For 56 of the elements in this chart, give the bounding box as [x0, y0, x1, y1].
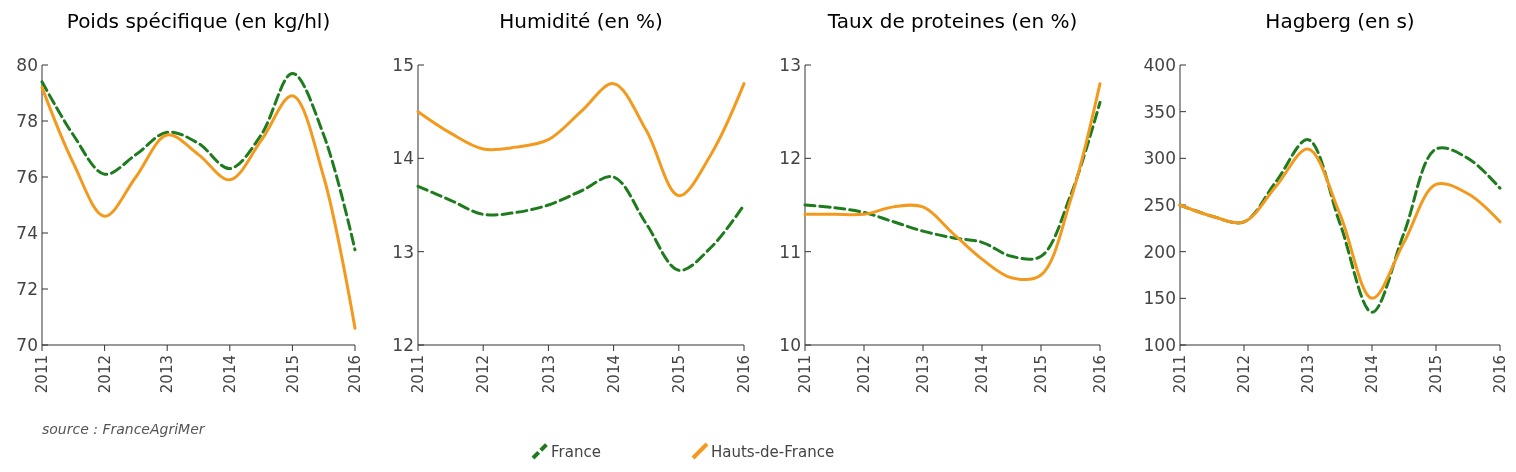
- y-tick-label: 100: [1143, 334, 1176, 355]
- chart-title: Poids spécifique (en kg/hl): [66, 9, 331, 33]
- line-series: [416, 82, 746, 198]
- line-series: [40, 85, 357, 330]
- legend-label: Hauts-de-France: [711, 443, 835, 462]
- line-series: [416, 175, 746, 272]
- y-tick-label: 350: [1143, 101, 1176, 122]
- x-tick-label: 2014: [604, 355, 623, 394]
- x-tick-label: 2012: [855, 355, 874, 394]
- x-tick-label: 2011: [796, 355, 815, 394]
- source-note: source : FranceAgriMer: [42, 421, 206, 437]
- x-tick-label: 2013: [158, 355, 177, 394]
- y-tick-label: 74: [16, 222, 38, 243]
- x-tick-label: 2012: [95, 355, 114, 394]
- y-tick-label: 10: [779, 334, 801, 355]
- x-tick-label: 2016: [1491, 355, 1510, 394]
- y-tick-label: 70: [16, 334, 38, 355]
- y-tick-label: 250: [1143, 194, 1176, 215]
- y-tick-label: 12: [392, 334, 414, 355]
- y-tick-label: 78: [16, 110, 38, 131]
- x-tick-label: 2011: [409, 355, 428, 394]
- y-tick-label: 13: [392, 241, 414, 262]
- x-tick-label: 2016: [1091, 355, 1110, 394]
- x-tick-label: 2013: [1299, 355, 1318, 394]
- y-tick-label: 15: [392, 54, 414, 75]
- line-series: [40, 71, 357, 252]
- y-tick-label: 80: [16, 54, 38, 75]
- x-tick-label: 2011: [1171, 355, 1190, 394]
- x-tick-label: 2012: [474, 355, 493, 394]
- x-tick-label: 2015: [670, 355, 689, 394]
- chart-title: Hagberg (en s): [1265, 9, 1415, 33]
- x-tick-label: 2012: [1235, 355, 1254, 394]
- y-tick-label: 11: [779, 241, 801, 262]
- y-tick-label: 400: [1143, 54, 1176, 75]
- x-tick-label: 2015: [283, 355, 302, 394]
- chart-title: Taux de proteines (en %): [826, 9, 1078, 33]
- x-tick-label: 2011: [33, 355, 52, 394]
- x-tick-label: 2014: [1363, 355, 1382, 394]
- y-tick-label: 200: [1143, 241, 1176, 262]
- x-tick-label: 2015: [1032, 355, 1051, 394]
- x-tick-label: 2016: [735, 355, 754, 394]
- x-tick-label: 2014: [221, 355, 240, 394]
- x-tick-label: 2015: [1427, 355, 1446, 394]
- x-tick-label: 2016: [346, 355, 365, 394]
- chart-title: Humidité (en %): [499, 9, 663, 33]
- y-tick-label: 300: [1143, 148, 1176, 169]
- y-tick-label: 12: [779, 148, 801, 169]
- y-tick-label: 76: [16, 166, 38, 187]
- y-tick-label: 72: [16, 278, 38, 299]
- y-tick-label: 13: [779, 54, 801, 75]
- x-tick-label: 2014: [973, 355, 992, 394]
- legend-label: France: [551, 443, 601, 462]
- x-tick-label: 2013: [539, 355, 558, 394]
- y-tick-label: 150: [1143, 288, 1176, 309]
- y-tick-label: 14: [392, 148, 414, 169]
- x-tick-label: 2013: [914, 355, 933, 394]
